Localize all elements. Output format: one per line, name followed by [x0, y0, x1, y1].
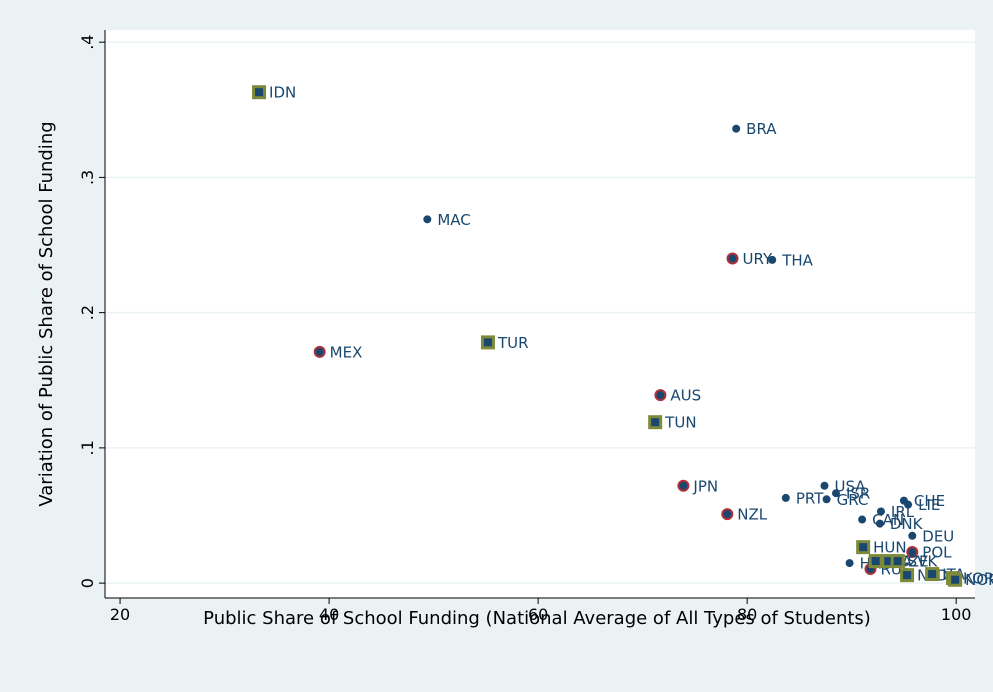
point [732, 124, 741, 133]
point-label: CHE [914, 492, 945, 510]
point-label: IRL [891, 503, 915, 521]
point-label: NOR [965, 571, 993, 589]
y-tick-label: .3 [78, 170, 97, 185]
point-label: IDN [269, 84, 296, 102]
point-label: DNK [890, 515, 924, 533]
point [868, 554, 883, 569]
point [781, 493, 790, 502]
point [858, 515, 867, 524]
point-label: CZE [898, 553, 928, 571]
point [876, 507, 885, 516]
x-tick-label: 80 [737, 605, 757, 624]
point [948, 572, 963, 587]
point-label: TUN [664, 414, 696, 432]
x-axis-title: Public Share of School Funding (National… [203, 608, 871, 629]
point-label: TUR [497, 334, 529, 352]
point [480, 335, 495, 350]
point [654, 389, 667, 402]
point-label: SVK [908, 553, 939, 571]
point-label: AUS [670, 387, 701, 405]
point [820, 481, 829, 490]
point-label: MEX [330, 343, 363, 361]
y-axis-title: Variation of Public Share of School Fund… [36, 121, 57, 506]
point-label: URY [743, 250, 773, 268]
point-label: POL [922, 544, 952, 562]
point-label: USA [834, 477, 866, 495]
x-tick-label: 40 [319, 605, 339, 624]
point-label: THA [781, 251, 813, 269]
point-label: JPN [692, 477, 718, 495]
point [904, 500, 913, 509]
point-label: GRC [837, 491, 869, 509]
point [721, 508, 734, 521]
point [908, 531, 917, 540]
point [648, 415, 663, 430]
point [726, 252, 739, 265]
y-tick-label: 0 [78, 578, 97, 588]
x-tick-label: 20 [110, 605, 130, 624]
x-tick-label: 60 [528, 605, 548, 624]
point-label: LIE [918, 496, 940, 514]
point-label: NZL [737, 506, 767, 524]
point [900, 568, 915, 583]
point-label: PRT [796, 489, 824, 507]
y-tick-label: .1 [78, 440, 97, 455]
point [423, 215, 432, 224]
point [677, 479, 690, 492]
point [313, 345, 326, 358]
point [890, 554, 905, 569]
point-label: DEU [922, 527, 954, 545]
point [906, 546, 919, 559]
point-label: BRA [746, 120, 777, 138]
y-tick-label: .4 [78, 35, 97, 50]
point-label: HUN [873, 539, 906, 557]
x-tick-label: 100 [941, 605, 972, 624]
point-label: MAC [437, 211, 470, 229]
point [822, 495, 831, 504]
point [856, 540, 871, 555]
plot-area [105, 30, 975, 598]
y-tick-label: .2 [78, 305, 97, 320]
point [875, 519, 884, 528]
point [252, 85, 267, 100]
point [925, 567, 940, 582]
point-label: KOR [963, 570, 993, 588]
point [831, 489, 840, 498]
point-label: ISR [846, 485, 870, 503]
point [845, 559, 854, 568]
point [768, 255, 777, 264]
